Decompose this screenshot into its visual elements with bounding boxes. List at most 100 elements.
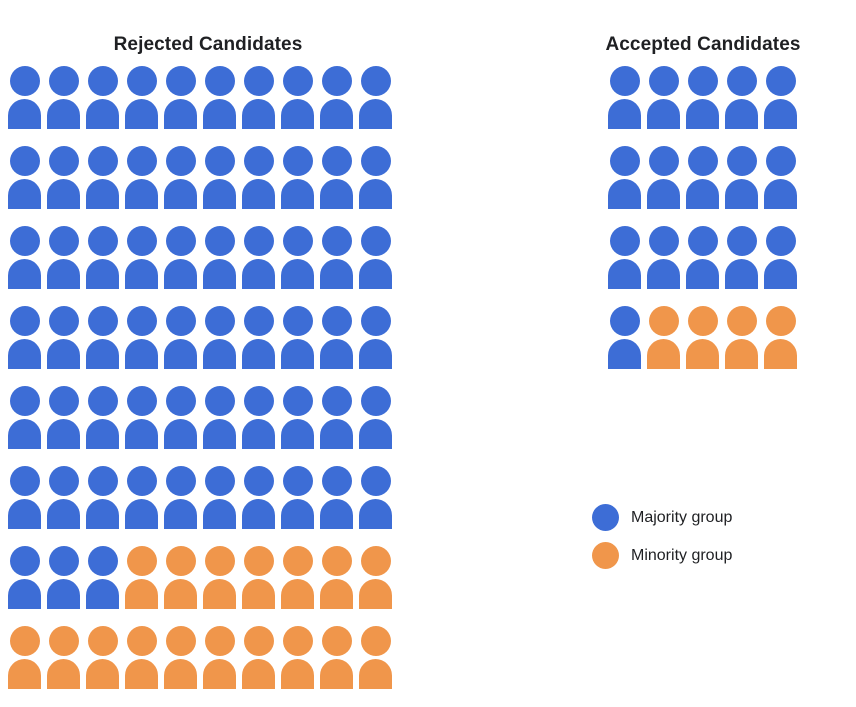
majority-person-icon <box>359 146 392 209</box>
legend: Majority group Minority group <box>592 504 732 569</box>
minority-person-icon <box>8 626 41 689</box>
majority-person-icon <box>203 386 236 449</box>
majority-person-icon <box>359 66 392 129</box>
majority-person-icon <box>8 466 41 529</box>
rejected-panel-title: Rejected Candidates <box>113 33 303 55</box>
minority-swatch-icon <box>592 542 619 569</box>
majority-person-icon <box>281 226 314 289</box>
majority-person-icon <box>647 226 680 289</box>
majority-person-icon <box>125 146 158 209</box>
minority-person-icon <box>281 546 314 609</box>
minority-person-icon <box>686 306 719 369</box>
majority-person-icon <box>320 146 353 209</box>
minority-person-icon <box>320 546 353 609</box>
majority-person-icon <box>47 66 80 129</box>
majority-person-icon <box>359 226 392 289</box>
minority-person-icon <box>125 626 158 689</box>
minority-person-icon <box>242 626 275 689</box>
majority-person-icon <box>164 466 197 529</box>
majority-person-icon <box>203 66 236 129</box>
majority-person-icon <box>86 226 119 289</box>
minority-person-icon <box>125 546 158 609</box>
majority-person-icon <box>320 306 353 369</box>
majority-person-icon <box>764 226 797 289</box>
rejected-candidates-panel: Rejected Candidates <box>0 0 416 707</box>
legend-label-minority: Minority group <box>631 546 733 564</box>
majority-person-icon <box>281 66 314 129</box>
minority-person-icon <box>86 626 119 689</box>
minority-person-icon <box>47 626 80 689</box>
majority-person-icon <box>686 146 719 209</box>
minority-person-icon <box>242 546 275 609</box>
majority-person-icon <box>8 146 41 209</box>
minority-person-icon <box>725 306 758 369</box>
majority-person-icon <box>647 66 680 129</box>
majority-person-icon <box>125 306 158 369</box>
minority-person-icon <box>164 626 197 689</box>
majority-person-icon <box>608 306 641 369</box>
majority-person-icon <box>359 466 392 529</box>
majority-person-icon <box>281 386 314 449</box>
majority-person-icon <box>242 146 275 209</box>
majority-person-icon <box>764 66 797 129</box>
accepted-icon-grid <box>608 66 797 369</box>
majority-person-icon <box>320 226 353 289</box>
legend-item-majority: Majority group <box>592 504 732 531</box>
majority-person-icon <box>125 226 158 289</box>
majority-person-icon <box>281 306 314 369</box>
majority-person-icon <box>8 226 41 289</box>
majority-person-icon <box>725 66 758 129</box>
majority-person-icon <box>725 226 758 289</box>
majority-person-icon <box>125 466 158 529</box>
majority-person-icon <box>47 146 80 209</box>
majority-person-icon <box>86 386 119 449</box>
minority-person-icon <box>320 626 353 689</box>
minority-person-icon <box>359 546 392 609</box>
minority-person-icon <box>203 546 236 609</box>
majority-person-icon <box>281 466 314 529</box>
majority-person-icon <box>8 386 41 449</box>
majority-person-icon <box>164 306 197 369</box>
majority-person-icon <box>320 66 353 129</box>
majority-person-icon <box>242 226 275 289</box>
majority-person-icon <box>281 146 314 209</box>
majority-person-icon <box>242 386 275 449</box>
minority-person-icon <box>647 306 680 369</box>
majority-swatch-icon <box>592 504 619 531</box>
majority-person-icon <box>47 386 80 449</box>
majority-person-icon <box>203 146 236 209</box>
majority-person-icon <box>764 146 797 209</box>
minority-person-icon <box>203 626 236 689</box>
majority-person-icon <box>164 386 197 449</box>
majority-person-icon <box>164 226 197 289</box>
majority-person-icon <box>203 466 236 529</box>
majority-person-icon <box>608 226 641 289</box>
legend-label-majority: Majority group <box>631 508 733 526</box>
majority-person-icon <box>47 306 80 369</box>
majority-person-icon <box>686 66 719 129</box>
majority-person-icon <box>86 546 119 609</box>
majority-person-icon <box>242 466 275 529</box>
majority-person-icon <box>203 226 236 289</box>
majority-person-icon <box>47 546 80 609</box>
accepted-panel-title: Accepted Candidates <box>605 33 801 55</box>
rejected-icon-grid <box>8 66 392 689</box>
majority-person-icon <box>164 66 197 129</box>
majority-person-icon <box>242 306 275 369</box>
majority-person-icon <box>359 306 392 369</box>
majority-person-icon <box>320 386 353 449</box>
majority-person-icon <box>47 226 80 289</box>
majority-person-icon <box>647 146 680 209</box>
majority-person-icon <box>359 386 392 449</box>
majority-person-icon <box>125 66 158 129</box>
minority-person-icon <box>359 626 392 689</box>
accepted-candidates-panel: Accepted Candidates <box>560 0 846 400</box>
majority-person-icon <box>86 146 119 209</box>
majority-person-icon <box>608 146 641 209</box>
majority-person-icon <box>320 466 353 529</box>
majority-person-icon <box>8 546 41 609</box>
minority-person-icon <box>281 626 314 689</box>
majority-person-icon <box>125 386 158 449</box>
majority-person-icon <box>242 66 275 129</box>
